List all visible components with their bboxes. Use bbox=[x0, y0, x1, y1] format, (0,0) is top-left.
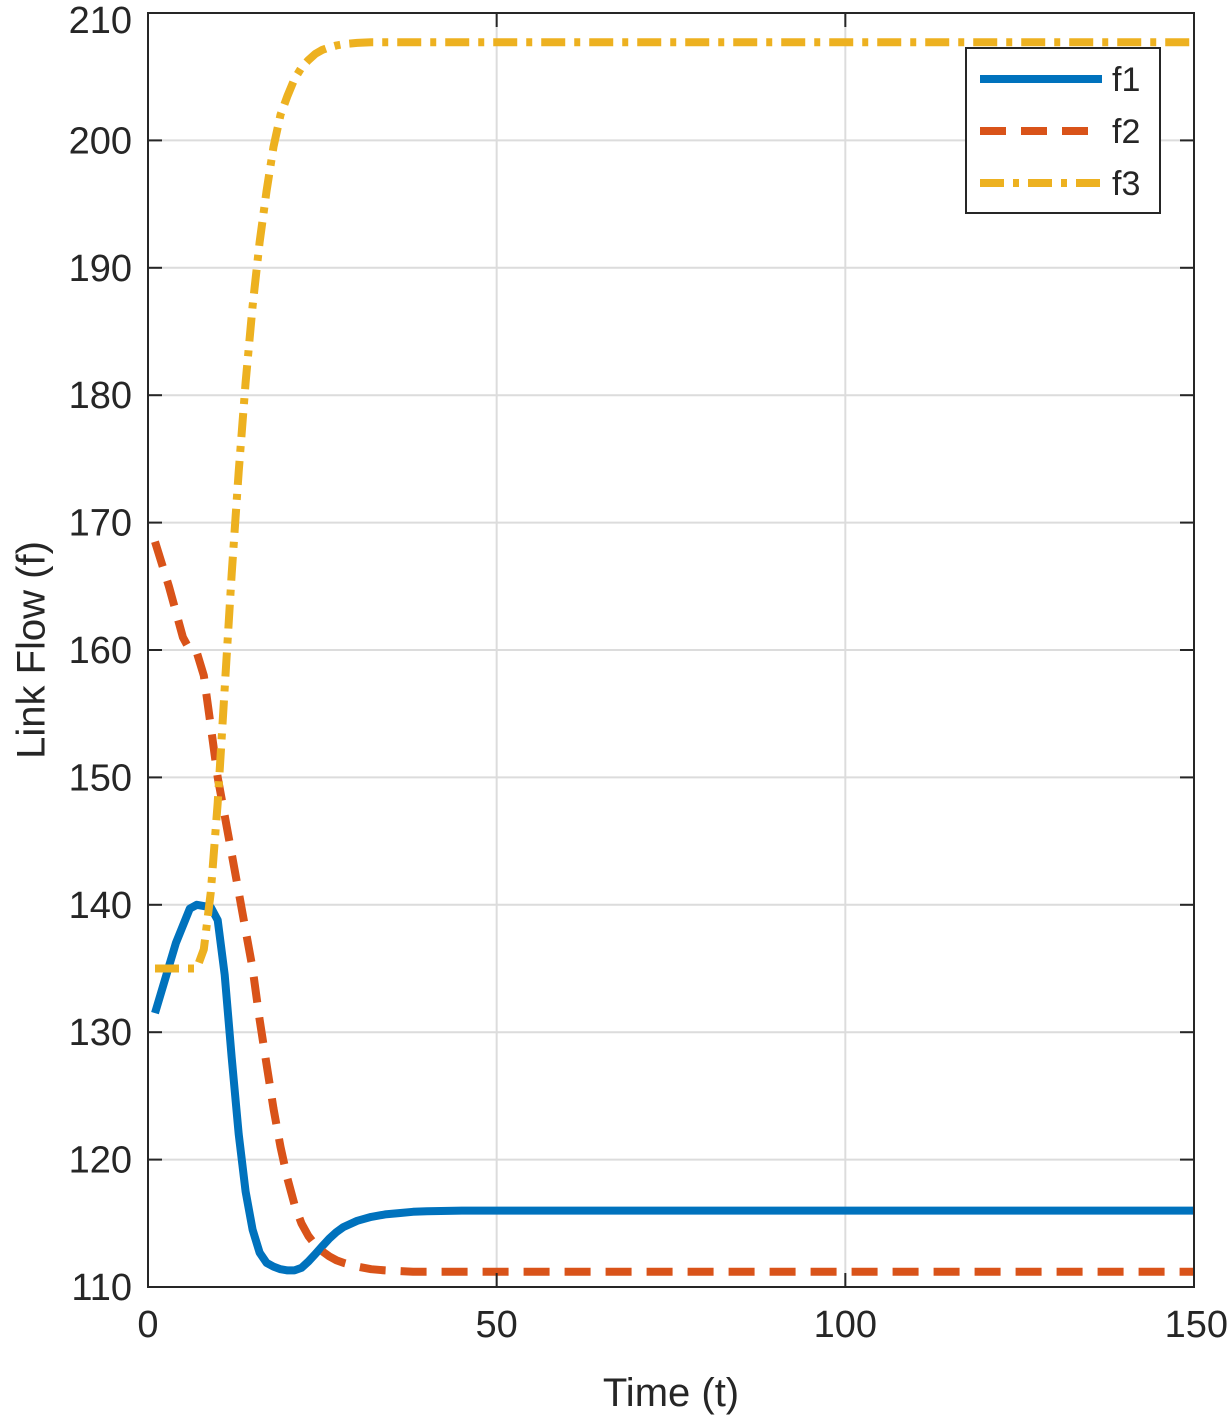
x-tick-label: 50 bbox=[476, 1304, 518, 1346]
y-tick-label: 150 bbox=[69, 757, 132, 799]
legend-label-f2: f2 bbox=[1112, 113, 1140, 151]
x-tick-label: 0 bbox=[137, 1304, 158, 1346]
y-tick-label: 190 bbox=[69, 248, 132, 290]
series-line-f2 bbox=[151, 540, 1194, 1276]
y-tick-label: 130 bbox=[69, 1012, 132, 1054]
series-line-f3 bbox=[155, 38, 1194, 973]
legend-label-f1: f1 bbox=[1112, 61, 1140, 99]
y-tick-label: 170 bbox=[69, 503, 132, 545]
x-tick-labels: 0 50 100 150 bbox=[137, 1304, 1228, 1346]
y-tick-label: 180 bbox=[69, 375, 132, 417]
y-tick-labels: 110 120 130 140 150 160 170 180 190 200 210 bbox=[69, 0, 132, 1309]
axis-ticks bbox=[147, 12, 1195, 1288]
x-axis-label: Time (t) bbox=[603, 1371, 739, 1415]
series-lines bbox=[151, 38, 1194, 1276]
x-tick-label: 100 bbox=[814, 1304, 877, 1346]
legend: f1 f2 f3 bbox=[965, 47, 1161, 214]
y-tick-label: 140 bbox=[69, 885, 132, 927]
legend-label-f3: f3 bbox=[1112, 165, 1140, 203]
y-tick-label: 210 bbox=[69, 0, 132, 42]
series-line-f1 bbox=[151, 900, 1194, 1275]
y-axis-label: Link Flow (f) bbox=[10, 541, 54, 759]
y-tick-label: 120 bbox=[69, 1140, 132, 1182]
y-tick-label: 160 bbox=[69, 630, 132, 672]
x-tick-label: 150 bbox=[1165, 1304, 1228, 1346]
y-tick-label: 200 bbox=[69, 120, 132, 162]
y-tick-label: 110 bbox=[71, 1267, 132, 1309]
